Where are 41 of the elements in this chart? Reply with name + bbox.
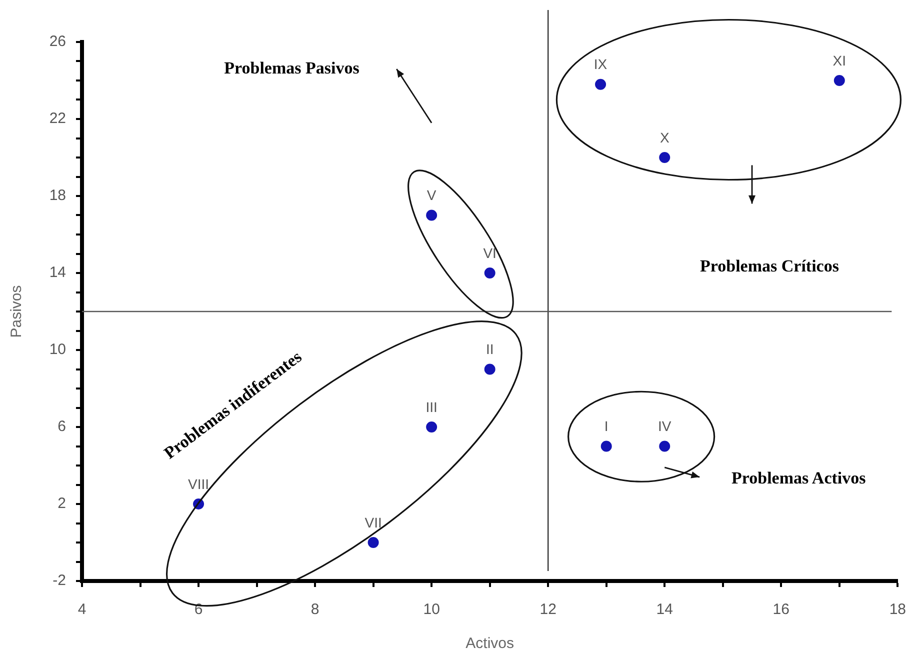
point bbox=[426, 210, 438, 221]
x-tick-label: 12 bbox=[540, 601, 556, 618]
x-tick-label: 4 bbox=[78, 601, 86, 618]
y-tick-label: 6 bbox=[58, 418, 66, 436]
annotation: V bbox=[426, 187, 437, 204]
annotation: I bbox=[604, 418, 608, 434]
annotation: IV bbox=[658, 418, 672, 434]
annotation: Problemas Pasivos bbox=[224, 58, 360, 78]
y-tick-label: 18 bbox=[49, 187, 66, 204]
point bbox=[834, 75, 845, 86]
annotation: VII bbox=[364, 514, 382, 530]
annotation: IX bbox=[594, 56, 608, 72]
x-tick-label: 8 bbox=[310, 601, 320, 618]
annotation: VI bbox=[483, 244, 496, 261]
point bbox=[484, 268, 496, 278]
x-tick-label: 16 bbox=[772, 601, 790, 618]
y-tick-label: 22 bbox=[49, 110, 66, 128]
annotation: Problemas Activos bbox=[731, 468, 866, 488]
y-tick-label: -2 bbox=[52, 572, 66, 590]
point bbox=[595, 78, 606, 90]
y-tick-label: 10 bbox=[49, 341, 66, 358]
y-tick-label: 14 bbox=[49, 264, 66, 282]
point bbox=[368, 537, 379, 548]
x-axis-title: Activos bbox=[466, 635, 514, 652]
x-tick-label: 18 bbox=[889, 601, 906, 618]
point bbox=[600, 440, 612, 452]
x-tick-label: 10 bbox=[423, 601, 440, 618]
annotation: XI bbox=[832, 52, 846, 68]
y-tick-label: 2 bbox=[58, 495, 66, 512]
annotation: X bbox=[660, 129, 670, 146]
point bbox=[659, 152, 670, 163]
point bbox=[426, 422, 438, 432]
annotation: Problemas Críticos bbox=[700, 256, 840, 276]
x-tick-label: 14 bbox=[656, 601, 673, 618]
annotation: III bbox=[426, 398, 438, 415]
y-axis-title: Pasivos bbox=[8, 285, 26, 338]
point bbox=[484, 364, 496, 375]
annotation: II bbox=[486, 341, 494, 358]
annotation: VIII bbox=[188, 476, 210, 492]
y-tick-label: 26 bbox=[49, 33, 66, 50]
point bbox=[659, 440, 670, 452]
